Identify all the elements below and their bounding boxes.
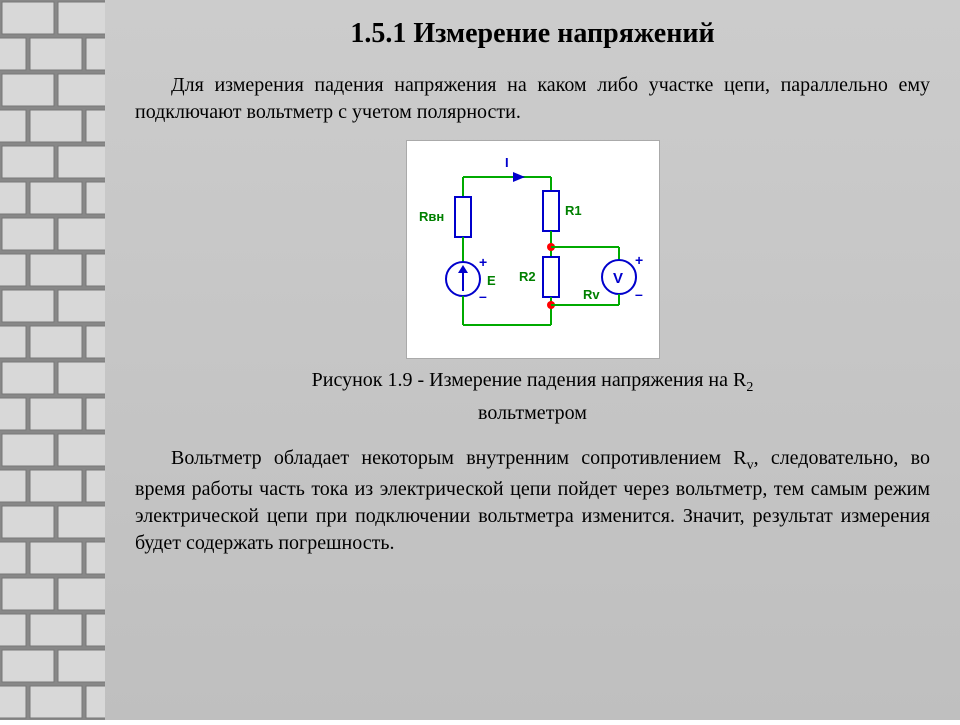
label-Rv: Rv bbox=[583, 287, 600, 302]
brick-pattern bbox=[0, 0, 105, 720]
paragraph-2: Вольтметр обладает некоторым внутренним … bbox=[135, 445, 930, 557]
brick-sidebar bbox=[0, 0, 105, 720]
para2-subscript: v bbox=[747, 458, 754, 473]
section-title: 1.5.1 Измерение напряжений bbox=[135, 18, 930, 50]
figure-container: I Rвн + E – bbox=[135, 140, 930, 359]
paragraph-1: Для измерения падения напряжения на како… bbox=[135, 72, 930, 126]
minus-V: – bbox=[635, 286, 643, 302]
plus-E: + bbox=[479, 254, 487, 270]
label-R1: R1 bbox=[565, 203, 582, 218]
label-Rvn: Rвн bbox=[419, 209, 444, 224]
caption-subscript: 2 bbox=[746, 380, 753, 395]
label-I: I bbox=[505, 155, 509, 170]
para2-prefix: Вольтметр обладает некоторым внутренним … bbox=[171, 447, 747, 469]
label-V: V bbox=[613, 270, 623, 287]
plus-V: + bbox=[635, 252, 643, 268]
figure-caption-line2: вольтметром bbox=[135, 402, 930, 425]
figure-caption-line1: Рисунок 1.9 - Измерение падения напряжен… bbox=[135, 369, 930, 396]
label-E: E bbox=[487, 273, 496, 288]
label-R2: R2 bbox=[519, 269, 536, 284]
circuit-figure: I Rвн + E – bbox=[406, 140, 660, 359]
caption-text: Рисунок 1.9 - Измерение падения напряжен… bbox=[312, 369, 747, 391]
minus-E: – bbox=[479, 288, 487, 304]
circuit-svg: I Rвн + E – bbox=[413, 147, 653, 347]
content-area: 1.5.1 Измерение напряжений Для измерения… bbox=[105, 0, 960, 720]
